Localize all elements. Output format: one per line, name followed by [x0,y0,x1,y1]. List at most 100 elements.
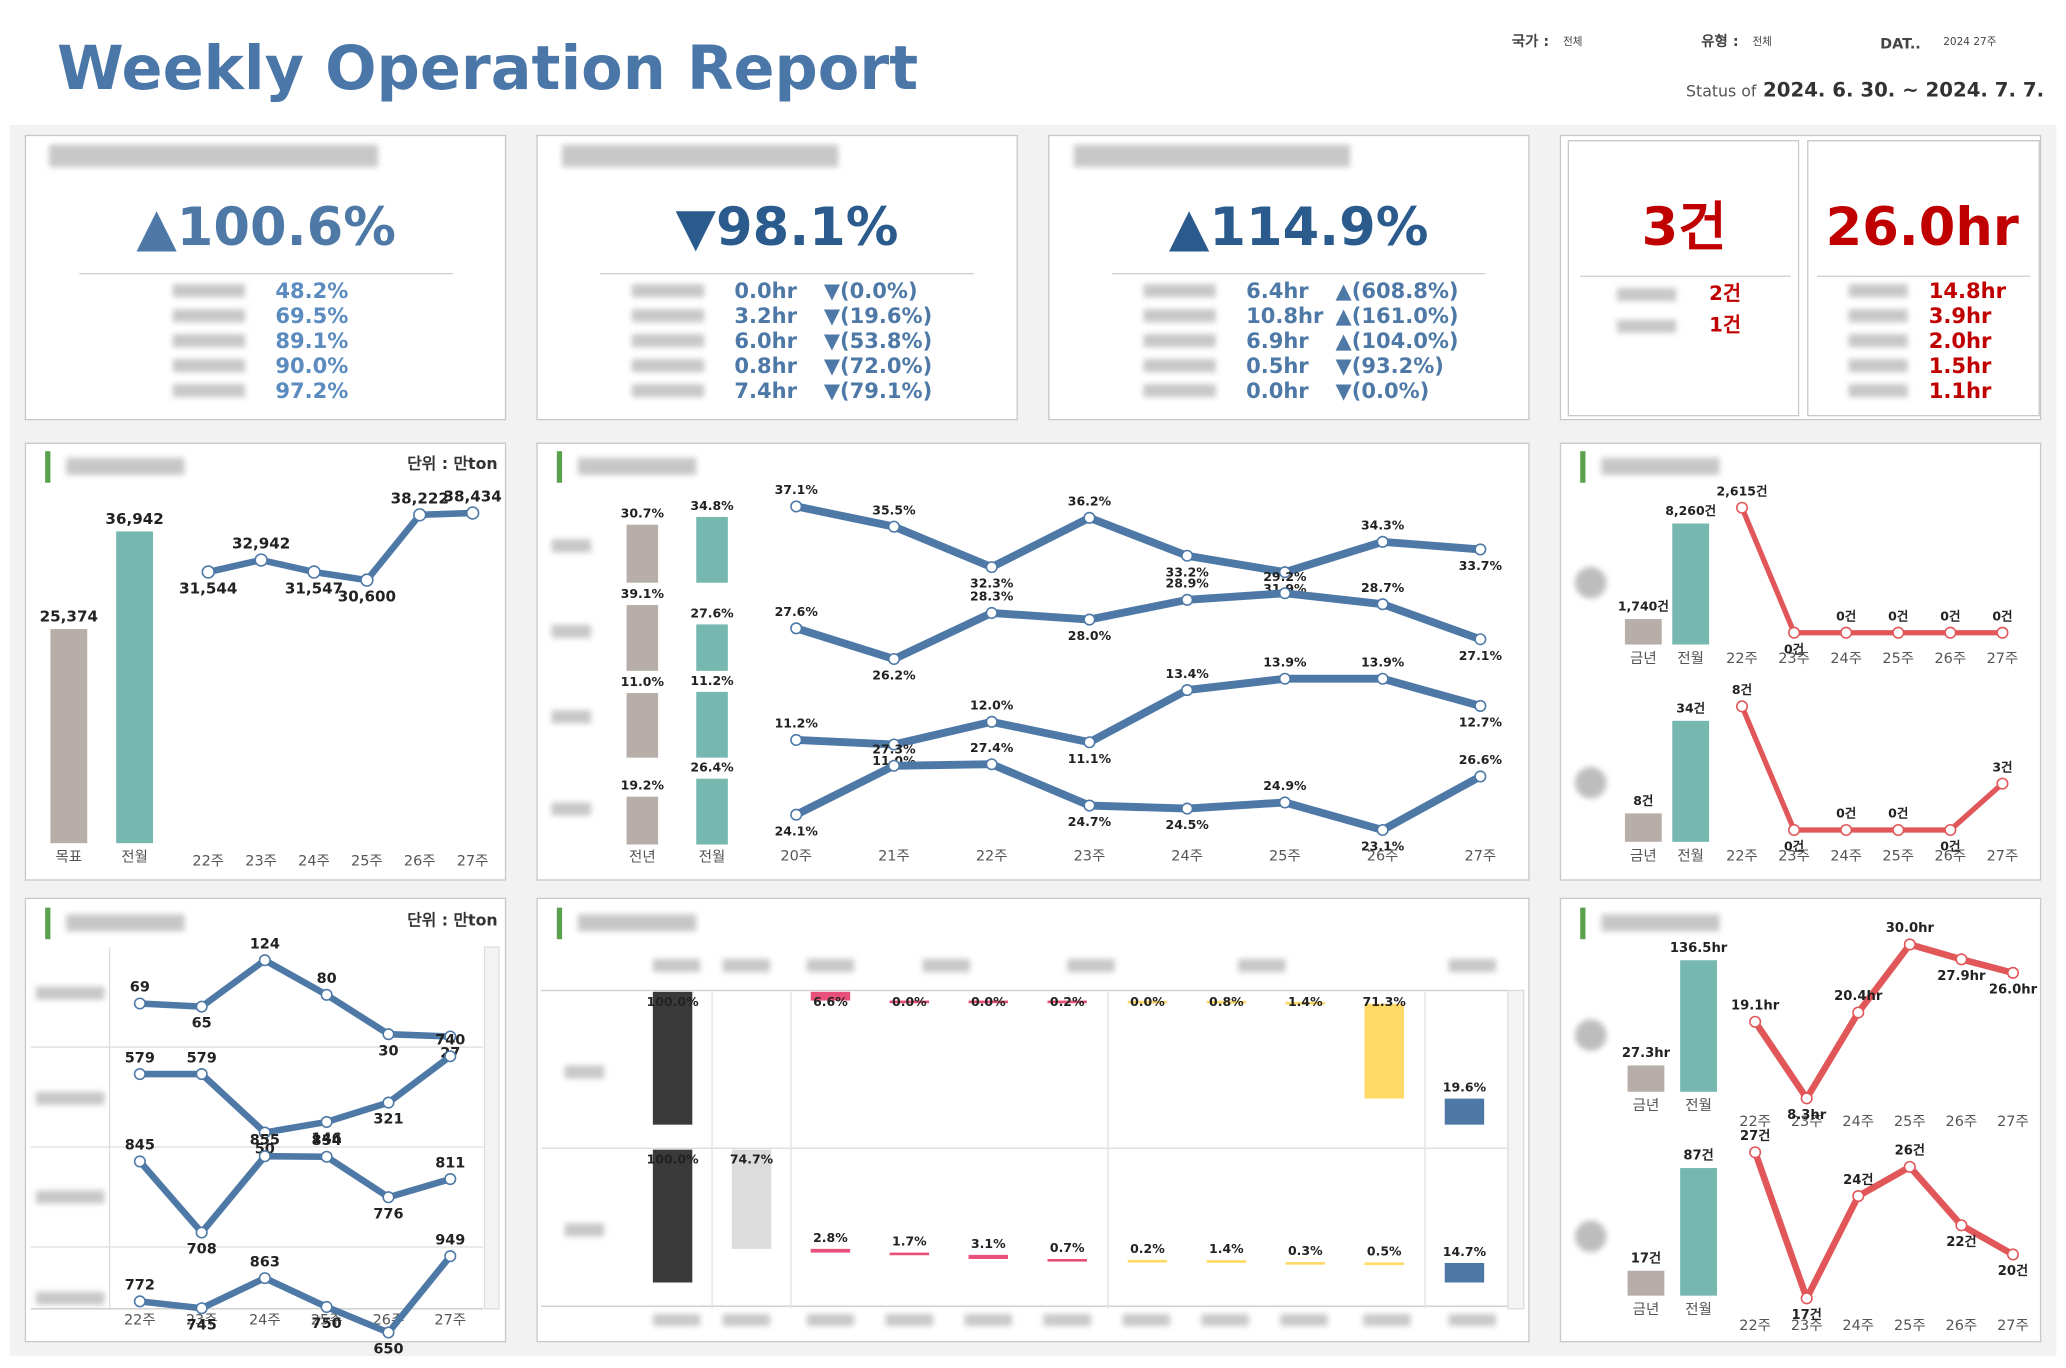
x-tick-label: 27주 [457,854,489,870]
line-point [985,606,998,620]
bar [1624,619,1662,645]
data-label: 579 [125,1050,155,1066]
data-label: 19.2% [621,778,665,793]
data-label: 772 [125,1278,155,1294]
title-accent [45,451,51,483]
data-label: 23.1% [1361,839,1405,854]
data-label: 39.1% [621,586,665,601]
kpi-headline: 3건 [1642,197,1727,258]
kpi-value: ▼(0.0%) [1336,378,1430,403]
line-point [1474,543,1487,556]
data-label: 579 [187,1050,217,1066]
data-label: 36.2% [1068,494,1112,509]
line-point [258,1272,271,1285]
data-label: 65 [192,1016,212,1032]
line-series [139,956,451,1040]
line-point [887,738,901,751]
blurred-label [172,384,246,398]
waterfall-bar [1444,1262,1485,1283]
blurred-label [49,144,378,168]
line-point [1955,1219,1968,1232]
x-tick-label: 전월 [121,849,148,866]
line-point [1903,938,1916,951]
data-label: 34.3% [1361,518,1405,533]
data-label: 28.3% [970,589,1014,604]
x-tick-label: 23주 [1778,651,1810,667]
line-point [133,1068,146,1081]
filter-value[interactable]: 전체 [1563,36,1582,48]
data-label: 38,434 [443,488,501,506]
blurred-label [631,309,705,323]
line-point [1474,770,1487,783]
x-tick-label: 전월 [1685,1097,1712,1114]
data-label: 24건 [1843,1171,1873,1188]
filter-label[interactable]: 유형 : [1701,33,1738,50]
x-tick-label: 22주 [124,1313,156,1329]
kpi-value: ▼(19.6%) [824,303,932,328]
x-tick-label: 26주 [1946,1114,1978,1130]
blurred-label [35,1091,105,1105]
blurred-label [564,1065,605,1079]
line-series [137,1152,452,1236]
blurred-label [1043,1314,1091,1326]
data-label: 0건 [1888,806,1908,821]
blurred-label [1848,284,1908,298]
bar [1627,1270,1665,1296]
line-point [413,508,427,522]
data-label: 0건 [1888,608,1908,623]
x-tick-label: 24주 [249,1313,281,1329]
filter-value[interactable]: 전체 [1753,36,1772,48]
x-tick-label: 금년 [1633,1097,1660,1114]
x-tick-label: 전월 [699,849,726,866]
data-label: 740 [435,1032,465,1048]
x-tick-label: 24주 [1830,651,1862,667]
waterfall-bar [1127,1259,1168,1263]
data-label: 30 [378,1043,398,1059]
blurred-label [564,1223,605,1237]
icon [1574,1019,1607,1051]
bar [50,629,88,844]
data-label: 37.1% [775,482,819,497]
kpi-value: 1건 [1709,314,1741,337]
unit-label: 단위 : 만ton [407,454,497,473]
bar [116,531,154,844]
line-point [1852,1006,1865,1019]
line-point [444,1030,457,1043]
kpi-value: 1.1hr [1929,378,1992,403]
blurred-label [66,457,185,475]
filter-value[interactable]: 2024 27주 [1943,36,1996,48]
waterfall-bar [731,1149,772,1249]
line-point [1083,613,1096,626]
blurred-label [631,334,705,348]
data-label: 1.7% [892,1234,927,1249]
scrollbar[interactable] [483,946,500,1310]
x-tick-label: 26주 [404,854,436,870]
line-point [320,1300,333,1314]
line-point [444,1250,457,1263]
data-label: 136.5hr [1670,941,1728,956]
kpi-value: 7.4hr [734,378,797,403]
scrollbar[interactable] [1507,989,1525,1310]
blurred-label [1201,1314,1249,1326]
line-point [887,759,901,772]
kpi-headline: ▲114.9% [1169,197,1429,258]
bar [696,691,728,758]
filter-label[interactable]: DAT.. [1880,37,1921,53]
blurred-label [631,384,705,398]
waterfall-bar [652,991,693,1125]
line-point [1181,593,1194,606]
line-point [320,1115,333,1128]
line-series [794,760,1483,834]
data-label: 13.9% [1361,654,1405,669]
bar [1680,1168,1717,1296]
line-point [1955,953,1968,966]
line-point [195,1302,208,1315]
line-point [1376,598,1389,611]
x-tick-label: 25주 [1269,848,1301,864]
data-label: 0.2% [1050,994,1085,1009]
filter-label[interactable]: 국가 : [1512,33,1549,50]
blurred-label [35,986,105,1000]
data-label: 0건 [1992,608,2012,623]
data-label: 8건 [1633,793,1653,808]
x-tick-label: 전월 [1677,847,1704,864]
